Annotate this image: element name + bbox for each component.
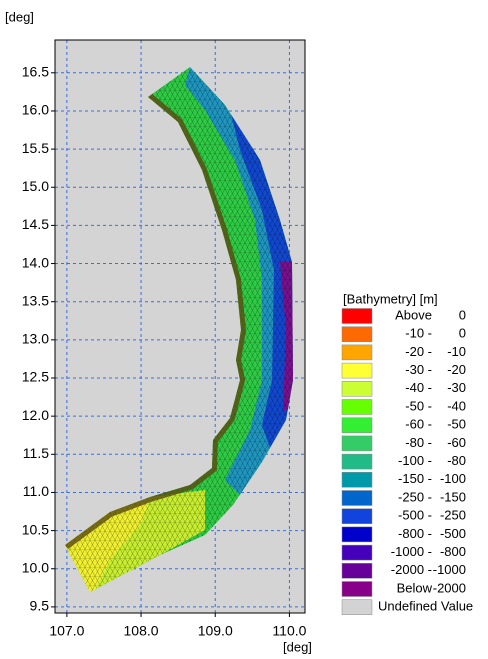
x-axis-label: [deg] <box>283 639 312 654</box>
plot-frame <box>54 39 306 614</box>
y-tick-label: 10.5 <box>22 521 49 537</box>
legend-label: -20 <box>447 362 466 377</box>
legend-label: Above <box>395 307 432 322</box>
legend-label: -1000 <box>433 562 466 577</box>
legend-swatch <box>341 381 373 397</box>
legend-swatch <box>341 490 373 506</box>
legend-label: -50 - <box>405 398 432 413</box>
legend-swatch <box>341 599 373 615</box>
legend-label: -1000 - <box>391 544 432 559</box>
legend-label: -30 <box>447 380 466 395</box>
legend-label: -80 <box>447 453 466 468</box>
legend-swatch <box>341 453 373 470</box>
y-tick-label: 12.0 <box>22 407 49 423</box>
legend-swatch <box>341 344 373 361</box>
legend-label: -60 <box>447 435 466 450</box>
legend-label: -500 <box>440 526 466 541</box>
legend-label: -250 - <box>398 489 432 504</box>
legend-swatch <box>341 417 373 433</box>
legend-label: 0 <box>459 307 466 322</box>
y-tick-label: 13.5 <box>22 292 49 308</box>
legend-label: -100 <box>440 471 466 486</box>
y-tick-label: 10.0 <box>22 559 49 575</box>
x-tick-label: 107.0 <box>49 623 84 639</box>
y-tick-label: 11.5 <box>23 445 49 461</box>
legend-label: -250 <box>440 508 466 523</box>
legend-label: -10 - <box>405 326 432 341</box>
legend-label: -10 <box>447 344 466 359</box>
legend-swatch <box>341 544 373 561</box>
legend-label: -40 - <box>405 380 432 395</box>
y-tick-label: 14.0 <box>22 254 49 270</box>
y-tick-label: 12.5 <box>22 369 49 385</box>
legend-swatch <box>341 399 373 415</box>
y-axis-label: [deg] <box>5 9 34 24</box>
y-tick-label: 11.0 <box>23 483 49 499</box>
legend-label: -150 <box>440 489 466 504</box>
legend-swatch <box>341 308 373 324</box>
legend-swatch <box>341 563 373 579</box>
x-tick-label: 108.0 <box>124 623 159 639</box>
legend-label: -2000 <box>433 580 466 595</box>
legend-label: -800 <box>440 544 466 559</box>
legend-label: -150 - <box>398 471 432 486</box>
legend-label: Undefined Value <box>378 599 473 614</box>
legend-swatch <box>341 508 373 524</box>
legend-label: Below <box>397 580 433 595</box>
legend-label: 0 <box>459 326 466 341</box>
y-tick-label: 13.0 <box>22 331 49 347</box>
legend-label: -800 - <box>398 526 432 541</box>
legend-label: -80 - <box>405 435 432 450</box>
y-tick-label: 15.5 <box>22 140 49 156</box>
x-tick-label: 110.0 <box>272 623 306 639</box>
legend-swatch <box>341 362 373 379</box>
y-tick-label: 15.0 <box>22 178 49 194</box>
y-tick-label: 16.5 <box>22 64 49 80</box>
legend-label: -50 <box>447 417 466 432</box>
legend-swatch <box>341 326 373 342</box>
legend-label: -100 - <box>398 453 432 468</box>
legend-label: -40 <box>447 398 466 413</box>
legend-label: -60 - <box>405 417 432 432</box>
legend-label: -30 - <box>405 362 432 377</box>
legend-title: [Bathymetry] [m] <box>343 291 438 306</box>
legend-swatch <box>341 581 373 597</box>
y-tick-label: 14.5 <box>22 216 49 232</box>
y-tick-label: 9.5 <box>30 598 50 614</box>
legend-label: -20 - <box>405 344 432 359</box>
legend-label: -2000 - <box>391 562 432 577</box>
y-tick-label: 16.0 <box>22 102 49 118</box>
legend-swatch <box>341 472 373 488</box>
legend-swatch <box>341 526 373 543</box>
x-tick-label: 109.0 <box>198 623 233 639</box>
legend-label: -500 - <box>398 508 432 523</box>
legend-swatch <box>341 435 373 452</box>
